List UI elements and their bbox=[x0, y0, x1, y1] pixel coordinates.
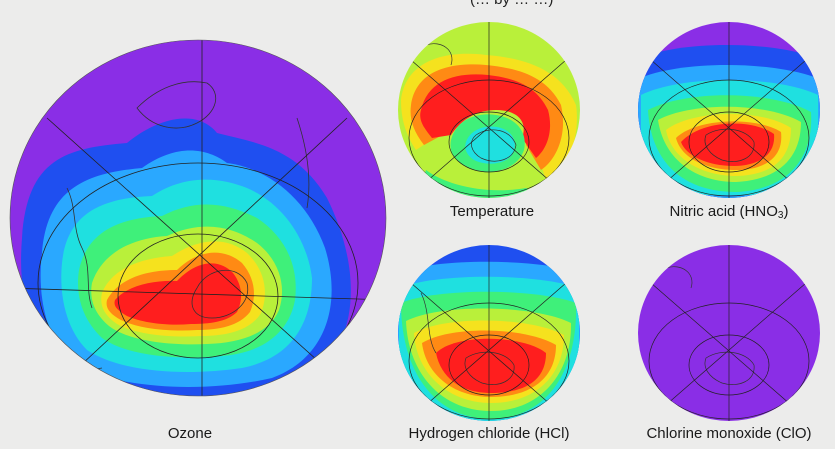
ozone-label-text: Ozone bbox=[167, 425, 213, 442]
header-partial-text: (… by … …) bbox=[470, 0, 553, 8]
nitric-acid-globe-map bbox=[638, 22, 820, 198]
ozone-label: Ozone bbox=[130, 425, 250, 442]
nitric-acid-label-suffix: ) bbox=[783, 203, 789, 220]
hcl-label: Hydrogen chloride (HCl) bbox=[389, 425, 589, 442]
ozone-globe bbox=[7, 38, 389, 398]
hcl-globe-map bbox=[398, 245, 580, 421]
clo-label: Chlorine monoxide (ClO) bbox=[629, 425, 829, 442]
nitric-acid-label-subscript: 3 bbox=[777, 210, 784, 221]
hcl-label-text: Hydrogen chloride (HCl) bbox=[408, 425, 570, 442]
temperature-globe-map bbox=[398, 22, 580, 198]
hcl-globe bbox=[396, 243, 582, 423]
nitric-acid-label-text: Nitric acid (HNO bbox=[669, 203, 778, 220]
clo-label-text: Chlorine monoxide (ClO) bbox=[646, 425, 812, 442]
clo-globe bbox=[636, 243, 822, 423]
temperature-label: Temperature bbox=[402, 203, 582, 220]
temperature-label-text: Temperature bbox=[449, 203, 535, 220]
nitric-acid-label: Nitric acid (HNO3) bbox=[636, 203, 822, 221]
clo-globe-map bbox=[638, 245, 820, 421]
ozone-globe-map bbox=[9, 39, 387, 397]
nitric-acid-globe bbox=[636, 20, 822, 200]
temperature-globe bbox=[396, 20, 582, 200]
